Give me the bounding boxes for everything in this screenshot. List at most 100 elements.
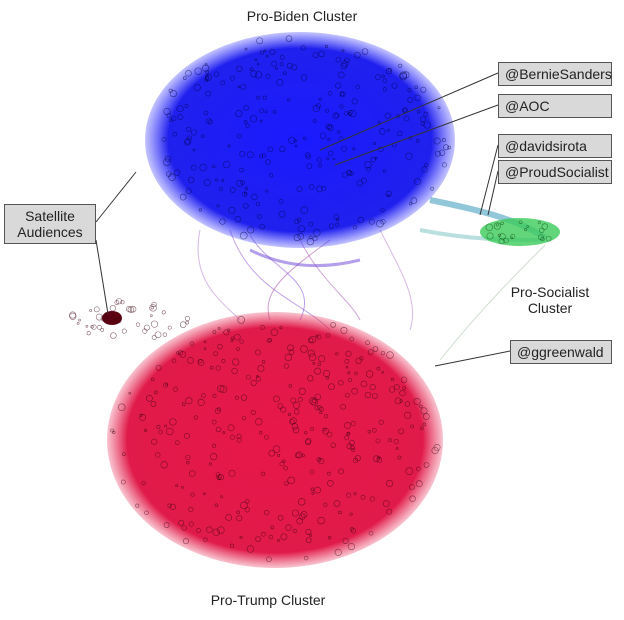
node — [117, 403, 126, 411]
node — [415, 138, 420, 143]
node — [397, 130, 403, 137]
nodes — [69, 35, 552, 563]
node — [256, 62, 260, 66]
node — [301, 453, 305, 458]
node — [305, 537, 312, 544]
node — [215, 426, 222, 433]
node — [95, 313, 103, 321]
node — [369, 384, 376, 391]
node — [259, 154, 264, 159]
node — [330, 442, 336, 448]
node — [293, 234, 301, 242]
node — [69, 311, 77, 319]
node — [185, 188, 192, 195]
node — [307, 349, 315, 357]
node — [349, 445, 355, 450]
node — [291, 509, 299, 517]
node — [537, 221, 541, 225]
node — [326, 157, 330, 161]
node — [216, 204, 220, 208]
node — [139, 413, 143, 417]
node — [166, 171, 172, 177]
node — [247, 226, 255, 234]
node — [115, 317, 122, 324]
node — [420, 86, 427, 93]
node — [236, 437, 242, 443]
cluster-label: Pro-Socialist Cluster — [510, 284, 590, 316]
node — [259, 224, 265, 230]
node — [227, 424, 235, 432]
node — [327, 480, 334, 487]
node — [146, 394, 153, 402]
node — [203, 340, 207, 344]
node — [190, 164, 197, 171]
node — [175, 484, 179, 488]
node — [420, 116, 426, 123]
node — [346, 431, 351, 436]
node — [163, 107, 171, 116]
node — [498, 238, 505, 245]
node — [268, 534, 274, 540]
node — [216, 407, 221, 412]
node — [303, 555, 309, 561]
node — [365, 370, 374, 378]
node — [261, 471, 266, 476]
node — [291, 423, 299, 430]
node — [76, 322, 80, 325]
node — [183, 139, 191, 146]
node — [114, 300, 120, 305]
node — [413, 397, 421, 406]
node — [186, 126, 192, 132]
node — [368, 530, 374, 536]
node — [213, 351, 218, 357]
node — [524, 228, 528, 232]
node — [169, 118, 173, 123]
node — [203, 537, 208, 542]
node — [321, 186, 327, 191]
node — [400, 376, 408, 383]
node — [327, 471, 331, 476]
node — [447, 145, 451, 150]
callout: @AOC — [498, 94, 612, 118]
node — [364, 161, 372, 169]
node — [199, 163, 207, 172]
node — [336, 130, 341, 134]
node — [236, 133, 242, 139]
node — [217, 343, 223, 350]
node — [319, 132, 327, 139]
node — [380, 219, 386, 225]
node — [263, 509, 270, 516]
node — [233, 333, 241, 341]
node — [333, 500, 341, 507]
node — [335, 82, 342, 89]
node — [307, 375, 314, 382]
node — [350, 527, 355, 532]
node — [188, 521, 194, 527]
node — [289, 419, 295, 425]
node — [215, 178, 219, 182]
node — [309, 469, 315, 475]
node — [364, 391, 372, 399]
node — [217, 474, 225, 481]
node — [115, 298, 123, 305]
node — [312, 104, 320, 112]
node — [407, 88, 412, 93]
node — [304, 439, 311, 446]
node — [361, 48, 369, 55]
node — [222, 431, 226, 435]
node — [250, 379, 257, 386]
node — [503, 237, 509, 244]
node — [334, 113, 339, 118]
node — [182, 76, 187, 80]
node — [297, 396, 303, 402]
node — [236, 347, 240, 351]
node — [300, 345, 308, 353]
node — [292, 528, 297, 534]
node — [121, 328, 127, 334]
node — [346, 492, 352, 498]
node — [143, 324, 150, 331]
node — [187, 135, 192, 141]
node — [288, 384, 293, 388]
node — [410, 197, 418, 204]
node — [335, 56, 342, 63]
